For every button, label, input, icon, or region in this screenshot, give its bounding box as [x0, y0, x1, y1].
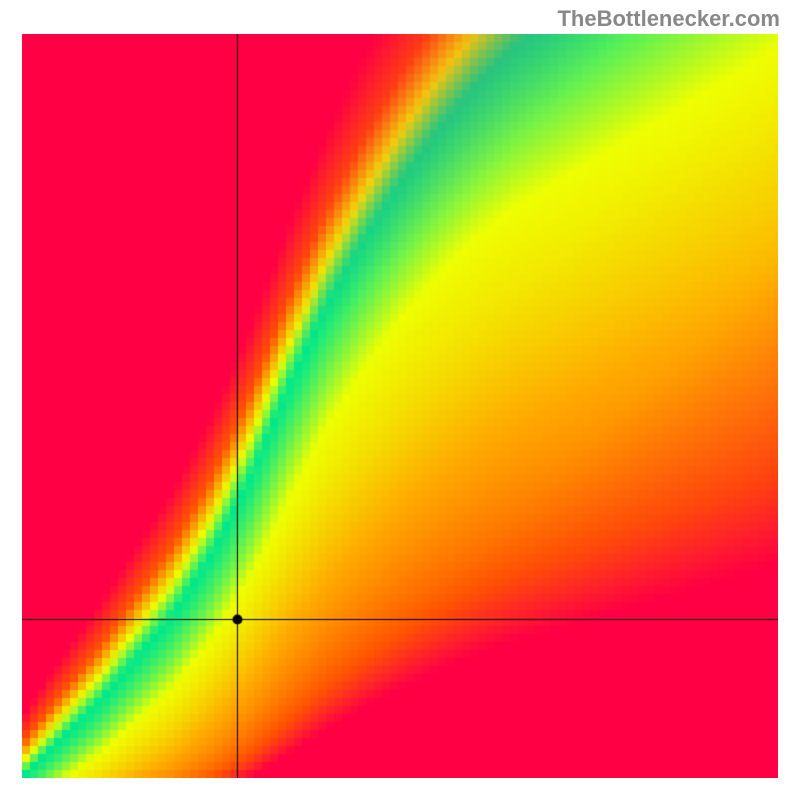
watermark-text: TheBottlenecker.com: [557, 6, 780, 32]
chart-frame: [22, 34, 778, 778]
heatmap-plot: [22, 34, 778, 778]
heatmap-canvas: [22, 34, 778, 778]
